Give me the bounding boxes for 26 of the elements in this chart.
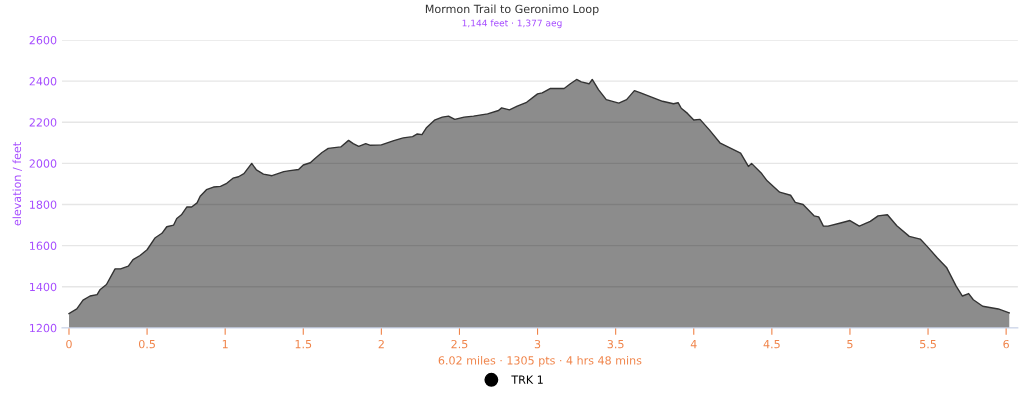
x-tick-label: 1 <box>222 340 228 349</box>
y-tick-label: 1400 <box>30 282 57 292</box>
y-axis-title: elevation / feet <box>12 142 22 226</box>
x-tick-label: 6 <box>1003 339 1009 349</box>
x-tick-label: 2.5 <box>451 339 468 349</box>
chart-subtitle: 1,144 feet · 1,377 aeg <box>462 19 562 29</box>
x-tick-label: 4.5 <box>763 340 780 349</box>
y-tick-label: 1800 <box>30 200 57 209</box>
x-tick-label: 0.5 <box>138 339 155 349</box>
y-tick-label: 1200 <box>30 323 57 333</box>
x-tick-label: 4 <box>690 340 697 349</box>
x-tick-label: 2 <box>378 339 384 349</box>
y-tick-label: 2400 <box>29 77 57 86</box>
chart-title: Mormon Trail to Geronimo Loop <box>425 4 599 16</box>
x-tick-label: 3 <box>534 339 541 349</box>
x-axis-title: 6.02 miles · 1305 pts · 4 hrs 48 mins <box>438 356 642 367</box>
y-tick-label: 2600 <box>29 35 57 45</box>
y-tick-label: 2000 <box>29 159 57 168</box>
x-tick-label: 0 <box>66 339 72 349</box>
x-tick-label: 1.5 <box>295 340 312 349</box>
x-tick-label: 5.5 <box>920 340 936 349</box>
y-tick-label: 1600 <box>30 241 57 251</box>
x-tick-label: 3.5 <box>607 339 624 349</box>
y-tick-label: 2200 <box>29 118 57 127</box>
x-tick-label: 5 <box>847 340 853 349</box>
legend-label: TRK 1 <box>511 375 543 384</box>
